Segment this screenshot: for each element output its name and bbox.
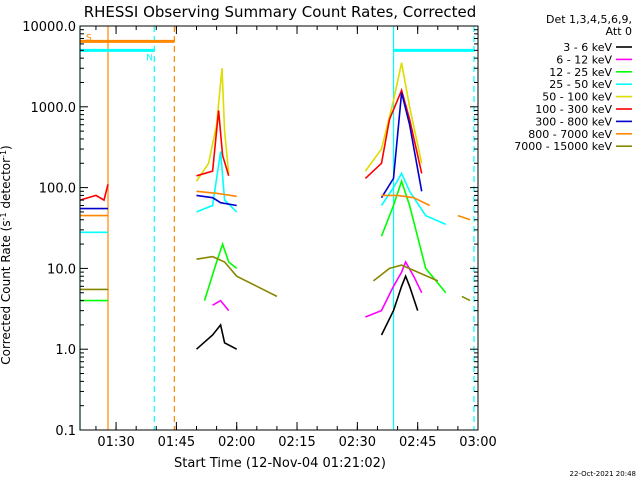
y-axis-label: Corrected Count Rate (s-1 detector-1): [0, 145, 13, 364]
legend-entry-5: 100 - 300 keV: [535, 103, 612, 116]
series-line-6-2: [196, 194, 237, 207]
series-line-8-6: [461, 295, 471, 302]
y-tick-label-2: 10.0: [47, 262, 76, 277]
plot-frame: [79, 25, 479, 431]
y-axis-label-main: Corrected Count Rate (s: [0, 220, 13, 364]
flag-label-1: N: [146, 53, 153, 63]
series-line-7-2: [196, 190, 237, 198]
series-line-8-5: [372, 264, 439, 282]
flag-label-0: S: [86, 33, 92, 43]
series-line-1-1: [212, 299, 230, 312]
legend-entry-4: 50 - 100 keV: [542, 91, 612, 104]
legend-entry-8: 7000 - 15000 keV: [514, 140, 612, 153]
axes: 0.1 1.0 10.0 100.0 1000.0 10000.0 01:30 01:45 02…: [22, 20, 497, 450]
y-axis-label-sup2: -1: [0, 150, 8, 158]
legend-entry-0: 3 - 6 keV: [563, 41, 612, 54]
legend-entry-7: 800 - 7000 keV: [528, 128, 612, 141]
chart-title: RHESSI Observing Summary Count Rates, Co…: [84, 3, 477, 21]
legend-entry-2: 12 - 25 keV: [549, 66, 612, 79]
x-tick-label-4: 02:30: [339, 435, 376, 450]
x-tick-label-3: 02:15: [278, 435, 315, 450]
x-tick-label-2: 02:00: [218, 435, 255, 450]
x-tick-label-0: 01:30: [97, 435, 134, 450]
y-axis-label-sup: -1: [0, 212, 8, 220]
series-line-4-1: [195, 68, 230, 182]
x-tick-label-5: 02:45: [399, 435, 436, 450]
x-axis-label: Start Time (12-Nov-04 01:21:02): [174, 456, 386, 471]
legend-header-0: Det 1,3,4,5,6,9,: [546, 13, 632, 26]
y-axis-label-tail: detector: [0, 158, 13, 213]
series-line-5-6: [364, 87, 423, 179]
y-axis-label-close: ): [0, 145, 13, 150]
y-tick-label-1: 1.0: [55, 343, 76, 358]
series-line-8-2: [196, 255, 278, 298]
y-tick-label-3: 100.0: [39, 182, 76, 197]
series-line-6-6: [380, 92, 423, 199]
y-tick-label-0: 0.1: [55, 424, 76, 439]
legend-entry-1: 6 - 12 keV: [556, 53, 612, 66]
y-tick-label-4: 1000.0: [31, 101, 77, 116]
series-line-0-1: [195, 323, 238, 350]
series-line-4-5: [364, 62, 423, 172]
series-line-0-5: [380, 274, 419, 336]
series-line-5-2: [196, 110, 230, 177]
series-line-7-7: [457, 214, 471, 221]
series-line-5-0: [79, 184, 109, 202]
y-tick-label-5: 10000.0: [22, 20, 76, 35]
x-tick-label-1: 01:45: [158, 435, 195, 450]
series-line-1-5: [365, 260, 423, 318]
legend-header-1: Att 0: [606, 25, 632, 38]
series-line-7-6: [381, 194, 431, 207]
series-line-2-2: [203, 241, 238, 301]
legend-entry-6: 300 - 800 keV: [535, 115, 612, 128]
series-line-2-6: [380, 178, 447, 294]
legend-entry-3: 25 - 50 keV: [549, 78, 612, 91]
x-tick-label-6: 03:00: [459, 435, 496, 450]
series-line-3-6: [380, 171, 447, 226]
plot-area: SN: [79, 26, 475, 430]
footer-date: 22-Oct-2021 20:48: [570, 470, 636, 478]
